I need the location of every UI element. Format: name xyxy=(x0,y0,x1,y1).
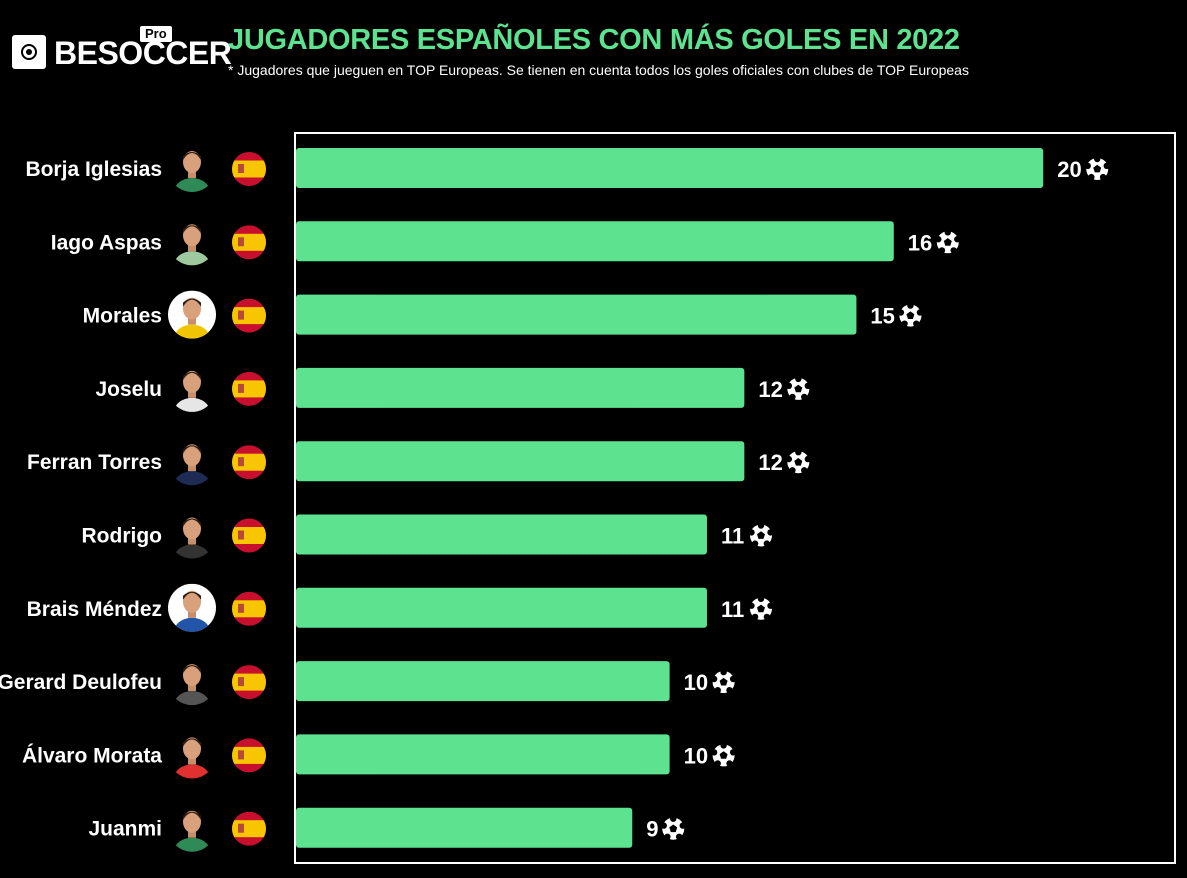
soccer-ball-icon xyxy=(935,229,961,254)
bar-alvaro-morata xyxy=(296,734,670,775)
chart-title: JUGADORES ESPAÑOLES CON MÁS GOLES EN 202… xyxy=(228,24,960,56)
player-name: Álvaro Morata xyxy=(22,744,162,767)
bar-row-rodrigo: 11 Rodrigo xyxy=(82,510,774,559)
player-photo-icon xyxy=(168,803,216,852)
bar-borja-iglesias xyxy=(296,148,1044,188)
bar-rodrigo xyxy=(296,514,707,555)
header: BESOCCER Pro JUGADORES ESPAÑOLES CON MÁS… xyxy=(0,0,1187,100)
player-name: Gerard Deulofeu xyxy=(0,671,162,694)
soccer-ball-icon xyxy=(785,375,812,401)
value-label: 10 xyxy=(684,743,708,768)
player-name: Rodrigo xyxy=(82,525,162,548)
value-label: 11 xyxy=(721,524,744,549)
bar-gerard-deulofeu xyxy=(296,661,670,702)
soccer-ball-icon xyxy=(785,449,812,474)
bar-row-morales: 15 Morales xyxy=(83,290,924,339)
bar-row-borja-iglesias: 20 Borja Iglesias xyxy=(25,144,1110,192)
player-photo-icon xyxy=(168,363,216,412)
bar-row-juanmi: 9 Juanmi xyxy=(88,803,686,852)
bar-row-iago-aspas: 16 Iago Aspas xyxy=(51,217,961,266)
player-name: Ferran Torres xyxy=(27,451,162,474)
bar-morales xyxy=(296,294,857,335)
soccer-ball-icon xyxy=(897,302,924,327)
value-label: 15 xyxy=(870,304,894,329)
bar-row-alvaro-morata: 10 Álvaro Morata xyxy=(22,730,737,779)
bar-row-ferran-torres: 12 Ferran Torres xyxy=(27,437,812,486)
spain-flag-icon xyxy=(232,225,266,260)
player-name: Morales xyxy=(83,305,162,328)
value-label: 10 xyxy=(684,670,708,695)
spain-flag-icon xyxy=(232,665,266,700)
bar-joselu xyxy=(296,367,745,408)
bar-iago-aspas xyxy=(296,221,894,262)
player-photo-icon xyxy=(168,510,216,559)
chart-subtitle: * Jugadores que jueguen en TOP Europeas.… xyxy=(228,62,969,78)
spain-flag-icon xyxy=(232,738,266,773)
spain-flag-icon xyxy=(232,811,266,846)
player-photo-icon xyxy=(168,290,216,339)
bar-brais-mendez xyxy=(296,587,707,628)
spain-flag-icon xyxy=(232,152,266,186)
soccer-ball-icon xyxy=(748,522,774,547)
player-photo-icon xyxy=(168,217,216,266)
plot-frame xyxy=(294,132,1176,864)
soccer-ball-icon xyxy=(1084,155,1110,181)
player-name: Borja Iglesias xyxy=(25,158,162,181)
bar-ferran-torres xyxy=(296,441,745,482)
player-name: Juanmi xyxy=(88,818,162,841)
player-photo-icon xyxy=(168,730,216,779)
value-label: 16 xyxy=(908,230,932,255)
spain-flag-icon xyxy=(232,591,266,626)
soccer-ball-icon xyxy=(710,668,737,694)
player-photo-icon xyxy=(168,583,216,632)
value-label: 12 xyxy=(758,377,782,402)
value-label: 11 xyxy=(721,597,744,622)
spain-flag-icon xyxy=(232,371,266,406)
spain-flag-icon xyxy=(232,518,266,553)
pro-badge: Pro xyxy=(140,26,172,42)
player-photo-icon xyxy=(168,437,216,486)
bar-row-gerard-deulofeu: 10 Gerard Deulofeu xyxy=(0,657,737,706)
bar-juanmi xyxy=(296,807,633,848)
player-photo-icon xyxy=(168,144,216,192)
spain-flag-icon xyxy=(232,445,266,480)
soccer-ball-icon xyxy=(660,815,686,840)
besoccer-logo-icon xyxy=(12,35,46,69)
value-label: 20 xyxy=(1057,157,1081,182)
player-name: Iago Aspas xyxy=(51,231,162,254)
soccer-ball-icon xyxy=(710,742,737,767)
bar-row-joselu: 12 Joselu xyxy=(95,363,812,412)
spain-flag-icon xyxy=(232,298,266,333)
soccer-ball-icon xyxy=(748,595,774,621)
value-label: 12 xyxy=(758,450,782,475)
value-label: 9 xyxy=(646,817,658,842)
player-photo-icon xyxy=(168,657,216,706)
besoccer-logo: BESOCCER Pro xyxy=(12,26,232,75)
player-name: Joselu xyxy=(95,378,162,401)
bar-row-brais-mendez: 11 Brais Méndez xyxy=(27,583,774,632)
player-name: Brais Méndez xyxy=(27,598,162,621)
